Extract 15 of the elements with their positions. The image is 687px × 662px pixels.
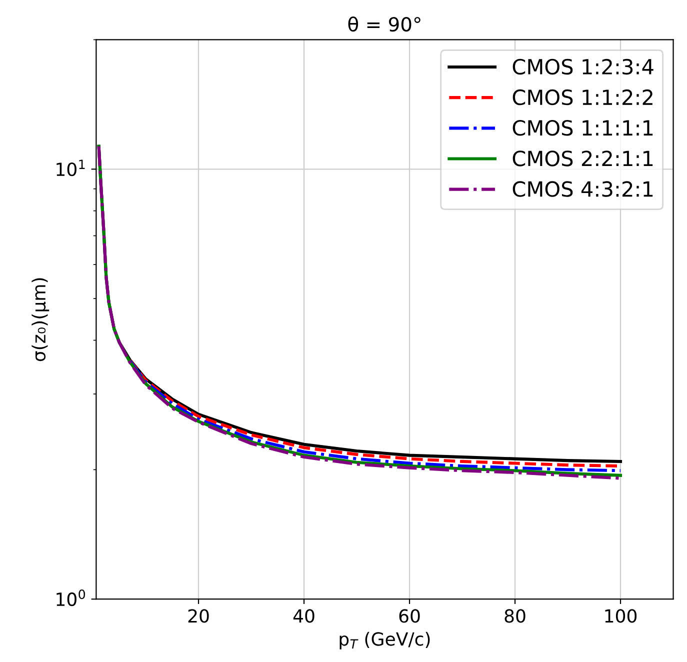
- legend-label: CMOS 2:2:1:1: [512, 150, 653, 166]
- legend-label: CMOS 4:3:2:1: [512, 181, 653, 197]
- x-tick-label: 80: [504, 609, 526, 623]
- x-tick-label: 100: [605, 609, 637, 623]
- legend-label: CMOS 1:1:1:1: [512, 120, 653, 136]
- legend-label: CMOS 1:2:3:4: [512, 58, 654, 75]
- x-tick-label: 40: [293, 609, 314, 623]
- y-tick-label: 10$^{1}$: [56, 160, 85, 176]
- chart-title: θ = 90°: [348, 16, 420, 32]
- y-axis-title: σ(z₀)(μm): [32, 278, 50, 362]
- x-tick-label: 60: [399, 609, 420, 623]
- x-axis-title: p$_{T}$ (GeV/c): [340, 632, 430, 650]
- x-tick-label: 20: [188, 609, 209, 623]
- legend-label: CMOS 1:1:2:2: [512, 89, 652, 106]
- y-tick-label: 10$^{0}$: [56, 590, 86, 606]
